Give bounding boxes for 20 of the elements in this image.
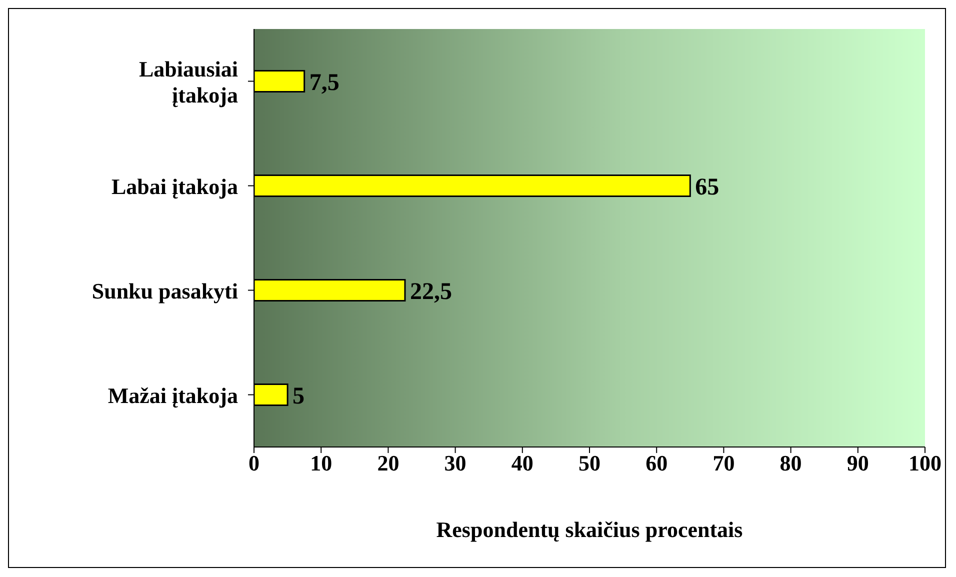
x-tick-label: 10 xyxy=(310,450,332,476)
x-axis-title: Respondentų skaičius procentais xyxy=(436,517,744,542)
y-tick-label: Mažai įtakoja xyxy=(108,382,238,408)
y-tick-label: Sunku pasakyti xyxy=(92,278,238,303)
x-tick-label: 100 xyxy=(908,450,942,476)
y-tick-label: Labai įtakoja xyxy=(111,173,238,198)
data-label: 22,5 xyxy=(410,278,452,305)
data-label: 65 xyxy=(695,174,720,200)
x-tick-label: 50 xyxy=(578,450,600,476)
data-label: 7,5 xyxy=(309,70,340,96)
data-label: 5 xyxy=(292,383,305,410)
x-tick-label: 40 xyxy=(511,450,534,476)
x-tick-label: 30 xyxy=(444,450,466,476)
x-tick-label: 0 xyxy=(248,450,260,476)
y-tick-label: Labiausiai įtakoja xyxy=(138,56,238,107)
x-tick-label: 70 xyxy=(712,450,735,476)
x-tick-label: 90 xyxy=(846,450,869,476)
x-tick-label: 20 xyxy=(377,450,400,476)
x-tick-label: 60 xyxy=(646,450,668,476)
x-tick-label: 80 xyxy=(780,450,802,476)
